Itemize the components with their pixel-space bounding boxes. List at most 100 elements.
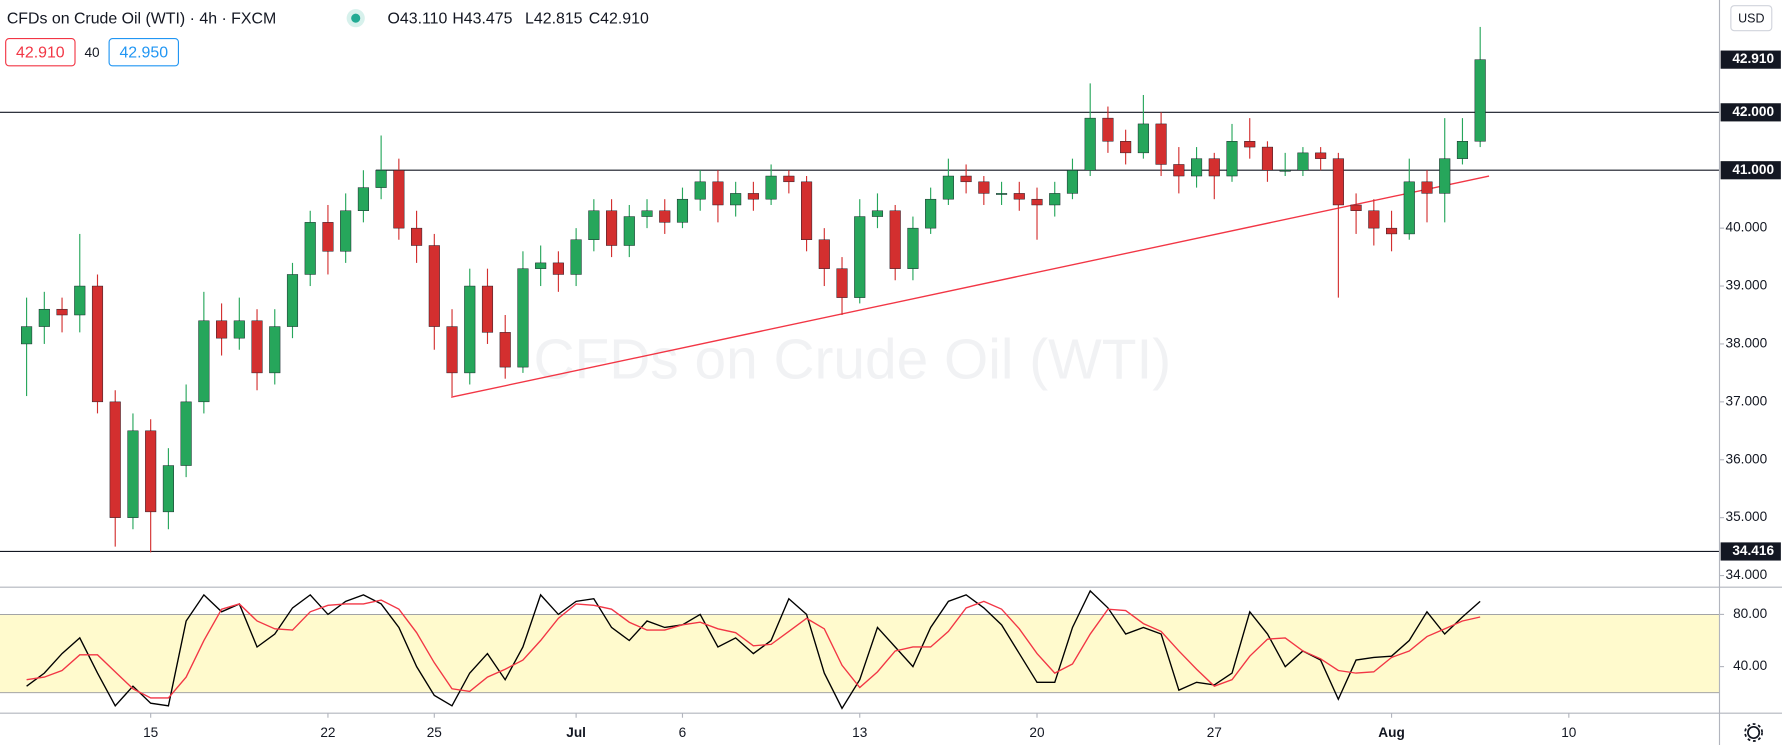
candle-body [38, 308, 50, 327]
candle-body [393, 170, 405, 229]
candle-body [623, 216, 635, 246]
candle-body [1031, 198, 1043, 206]
low-value: L42.815 [525, 11, 583, 28]
x-tick-label: Jul [566, 725, 586, 740]
candle-body [1279, 170, 1291, 172]
x-tick-label: Aug [1378, 725, 1405, 740]
oscillator-line [26, 589, 1481, 710]
sell-price[interactable]: 42.910 [16, 45, 65, 62]
spread: 40 [84, 45, 100, 60]
trendline [451, 175, 1490, 398]
candle-body [269, 326, 281, 374]
hline-price-label: 41.000 [1732, 162, 1774, 177]
candle-body [109, 401, 121, 518]
candle-body [1120, 141, 1132, 154]
y-tick-label: 39.000 [1726, 278, 1768, 293]
candle-body [942, 175, 954, 200]
y-tick-label: 35.000 [1726, 509, 1768, 524]
candle-body [1386, 227, 1398, 235]
candle-body [357, 187, 369, 211]
candle-body [659, 210, 671, 223]
candle-body [694, 181, 706, 200]
candle-body [251, 320, 263, 374]
candle-body [481, 285, 494, 333]
y-tick-label: 40.000 [1726, 220, 1768, 235]
candle-body [889, 210, 901, 269]
candle-body [499, 332, 511, 368]
candle-body [871, 210, 884, 217]
candle-body [801, 181, 813, 240]
candle-body [535, 262, 547, 269]
candle-body [180, 401, 192, 466]
candle-body [1084, 117, 1096, 171]
candle-body [340, 210, 352, 252]
x-tick-label: 15 [143, 725, 158, 740]
candle-body [1155, 123, 1167, 165]
candle-body [127, 430, 139, 518]
hline-price-label-box [1720, 103, 1781, 122]
candle-body [712, 181, 724, 206]
watermark: CFDs on Crude Oil (WTI) [534, 328, 1172, 391]
status-dot [351, 13, 361, 23]
candle-body [1403, 181, 1415, 235]
gear-teeth[interactable] [1744, 723, 1763, 742]
candle-body [1368, 210, 1380, 229]
candle-body [641, 210, 653, 217]
legend: CFDs on Crude Oil (WTI) · 4h · FXCM O43.… [5, 5, 1773, 67]
gear-ring[interactable] [1747, 725, 1761, 740]
candle-body [428, 245, 440, 327]
x-tick-label: 27 [1207, 725, 1222, 740]
buy-price[interactable]: 42.950 [119, 45, 168, 62]
candle-body [1474, 59, 1486, 142]
hline-price-label: 34.416 [1732, 543, 1774, 558]
candle-body [1456, 141, 1469, 159]
hline-price-label-box [1720, 161, 1781, 180]
x-tick-label: 6 [679, 725, 687, 740]
candle-body [1049, 193, 1061, 206]
x-tick-label: 13 [852, 725, 867, 740]
buy-button[interactable] [108, 38, 179, 67]
candle-body [907, 227, 919, 269]
y-tick-label: 80.00 [1733, 606, 1768, 621]
candle-body [145, 430, 157, 513]
candle-body [56, 308, 68, 316]
currency-button[interactable] [1730, 5, 1773, 32]
y-tick-label: 34.000 [1726, 567, 1768, 582]
candle-body [978, 181, 990, 194]
currency[interactable]: USD [1738, 12, 1764, 26]
x-tick-label: 25 [427, 725, 442, 740]
candle-body [1137, 123, 1149, 154]
candle-body [996, 193, 1008, 195]
sell-button[interactable] [5, 38, 76, 67]
settings-icon[interactable] [1744, 723, 1763, 742]
open-value: O43.110 [388, 11, 448, 28]
candle-body [765, 175, 777, 200]
close-value: C42.910 [589, 11, 649, 28]
candle-body [1013, 193, 1025, 200]
candle-body [1173, 164, 1185, 177]
candle-body [1208, 158, 1220, 177]
candle-body [375, 170, 387, 188]
candle-body [960, 175, 972, 183]
candle-body [1066, 170, 1079, 194]
candle-body [1297, 152, 1309, 171]
candle-body [836, 268, 848, 298]
candle-body [1421, 181, 1433, 194]
candle-body [517, 268, 529, 368]
hline-price-label-box [1720, 542, 1781, 561]
x-tick-label: 10 [1561, 725, 1577, 740]
candle-body [286, 274, 299, 327]
candle-body [783, 175, 795, 183]
candle-body [747, 193, 759, 200]
candle-body [1332, 158, 1344, 206]
last-price-label-box [1720, 50, 1781, 69]
candle-body [588, 210, 600, 240]
candle-body [198, 320, 210, 403]
candle-body [1261, 146, 1274, 171]
candle-body [1315, 152, 1327, 159]
candle-body [925, 198, 937, 229]
candle-body [464, 285, 476, 374]
y-tick-label: 40.00 [1733, 658, 1768, 673]
candle-body [818, 239, 830, 269]
